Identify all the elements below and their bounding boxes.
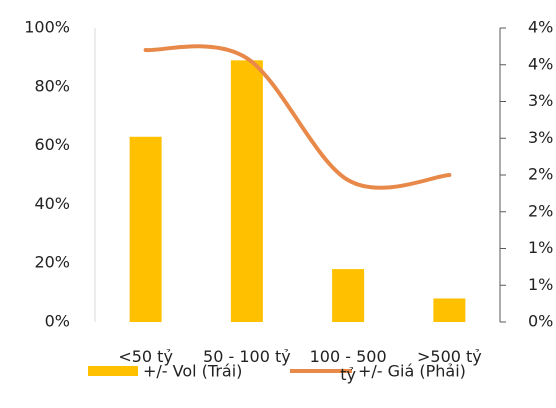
y-tick-label: 0% bbox=[45, 312, 70, 331]
bar bbox=[129, 136, 162, 322]
x-tick-label: 50 - 100 tỷ bbox=[203, 347, 291, 366]
y-tick-label: 80% bbox=[34, 76, 70, 95]
y2-tick-label: 3% bbox=[528, 91, 553, 110]
y2-tick-label: 4% bbox=[528, 54, 553, 73]
y2-tick-label: 2% bbox=[528, 201, 553, 220]
bar bbox=[332, 269, 365, 322]
y2-tick-label: 1% bbox=[528, 275, 553, 294]
y-tick-label: 60% bbox=[34, 135, 70, 154]
y-tick-label: 40% bbox=[34, 194, 70, 213]
line bbox=[143, 44, 452, 190]
y-tick-label: 20% bbox=[34, 253, 70, 272]
bar bbox=[230, 60, 263, 323]
legend-label: +/- Giá (Phải) bbox=[358, 362, 466, 381]
x-tick-label: <50 tỷ bbox=[118, 347, 173, 366]
legend-label: +/- Vol (Trái) bbox=[143, 362, 242, 381]
y2-tick-label: 3% bbox=[528, 128, 553, 147]
y2-tick-label: 0% bbox=[528, 312, 553, 331]
y2-tick-label: 1% bbox=[528, 238, 553, 257]
y-tick-label: 100% bbox=[24, 18, 70, 37]
bar bbox=[433, 298, 466, 322]
legend-swatch bbox=[88, 366, 138, 376]
y2-tick-label: 2% bbox=[528, 165, 553, 184]
x-tick-label: >500 tỷ bbox=[416, 347, 482, 366]
y2-tick-label: 4% bbox=[528, 18, 553, 37]
x-tick-label: 100 - 500 tỷ bbox=[309, 347, 387, 384]
